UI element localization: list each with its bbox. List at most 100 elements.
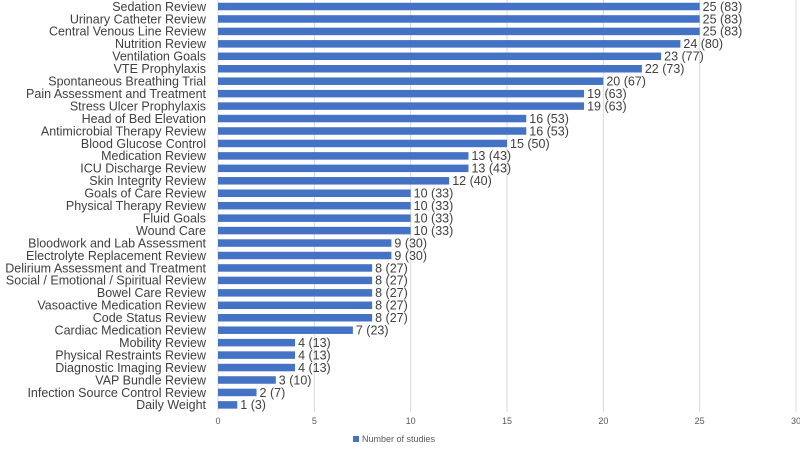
data-label: 25 (83) xyxy=(703,0,743,14)
bar xyxy=(218,164,469,173)
category-label: Urinary Catheter Review xyxy=(70,12,207,26)
data-label: 2 (7) xyxy=(260,386,286,400)
bar xyxy=(218,264,373,272)
data-label: 9 (30) xyxy=(394,236,427,250)
x-tick-label: 10 xyxy=(406,416,416,426)
bar xyxy=(218,338,296,347)
category-label: Bowel Care Review xyxy=(97,286,207,300)
data-label: 8 (27) xyxy=(375,299,408,313)
bar xyxy=(218,276,373,285)
category-label: Infection Source Control Review xyxy=(27,386,207,400)
x-tick-label: 25 xyxy=(695,416,705,426)
bar xyxy=(218,77,604,85)
data-label: 25 (83) xyxy=(703,12,743,26)
bar xyxy=(218,127,527,135)
bar xyxy=(218,226,411,235)
bar xyxy=(218,114,527,123)
category-label: Nutrition Review xyxy=(115,37,207,51)
category-label: Head of Bed Elevation xyxy=(82,112,206,126)
bar xyxy=(218,401,238,409)
data-label: 8 (27) xyxy=(375,286,408,300)
data-label: 4 (13) xyxy=(298,336,331,350)
data-label: 3 (10) xyxy=(279,373,312,387)
data-label: 10 (33) xyxy=(414,199,454,213)
data-label: 8 (27) xyxy=(375,261,408,275)
category-label: Blood Glucose Control xyxy=(81,137,206,151)
bar xyxy=(218,351,296,359)
data-label: 4 (13) xyxy=(298,361,331,375)
data-label: 19 (63) xyxy=(587,99,627,113)
data-label: 1 (3) xyxy=(240,398,266,412)
data-label: 8 (27) xyxy=(375,311,408,325)
bar xyxy=(218,376,276,384)
data-label: 20 (67) xyxy=(606,75,646,89)
data-label: 23 (77) xyxy=(664,50,704,64)
data-label: 16 (53) xyxy=(529,124,569,138)
bar xyxy=(218,177,450,185)
category-label: Social / Emotional / Spiritual Review xyxy=(6,274,207,288)
category-label: Diagnostic Imaging Review xyxy=(55,361,207,375)
legend-swatch xyxy=(353,436,359,442)
category-label: Antimicrobial Therapy Review xyxy=(41,124,207,138)
bar xyxy=(218,214,411,222)
category-label: Delirium Assessment and Treatment xyxy=(5,261,206,275)
bar xyxy=(218,326,353,334)
category-label: Vasoactive Medication Review xyxy=(37,299,207,313)
category-label: Mobility Review xyxy=(119,336,207,350)
legend-label: Number of studies xyxy=(362,434,436,444)
x-tick-label: 5 xyxy=(312,416,317,426)
category-label: Stress Ulcer Prophylaxis xyxy=(70,99,206,113)
data-label: 10 (33) xyxy=(414,211,454,225)
category-label: Fluid Goals xyxy=(143,211,206,225)
category-label: Skin Integrity Review xyxy=(89,174,207,188)
data-label: 16 (53) xyxy=(529,112,569,126)
category-label: Bloodwork and Lab Assessment xyxy=(28,236,206,250)
category-label: Spontaneous Breathing Trial xyxy=(48,75,206,89)
data-label: 8 (27) xyxy=(375,274,408,288)
data-label: 13 (43) xyxy=(471,162,511,176)
data-label: 24 (80) xyxy=(683,37,723,51)
data-label: 13 (43) xyxy=(471,149,511,163)
category-label: Goals of Care Review xyxy=(84,187,207,201)
bar xyxy=(218,239,392,247)
category-label: Medication Review xyxy=(101,149,207,163)
bar xyxy=(218,201,411,210)
category-label: Sedation Review xyxy=(112,0,207,14)
category-label: Physical Restraints Review xyxy=(55,348,207,362)
data-label: 10 (33) xyxy=(414,224,454,238)
data-label: 25 (83) xyxy=(703,25,743,39)
bar xyxy=(218,314,373,322)
category-label: Electrolyte Replacement Review xyxy=(26,249,207,263)
category-label: Central Venous Line Review xyxy=(49,25,207,39)
bar xyxy=(218,2,700,11)
category-label: VAP Bundle Review xyxy=(95,373,207,387)
x-tick-label: 20 xyxy=(598,416,608,426)
bar xyxy=(218,251,392,260)
bar xyxy=(218,139,507,148)
bar xyxy=(218,189,411,197)
data-label: 19 (63) xyxy=(587,87,627,101)
data-label: 12 (40) xyxy=(452,174,492,188)
bar xyxy=(218,40,681,48)
data-label: 9 (30) xyxy=(394,249,427,263)
category-label: Daily Weight xyxy=(136,398,206,412)
data-label: 15 (50) xyxy=(510,137,550,151)
x-tick-label: 0 xyxy=(215,416,220,426)
bar xyxy=(218,15,700,23)
category-label: VTE Prophylaxis xyxy=(114,62,206,76)
bar xyxy=(218,388,257,397)
data-label: 22 (73) xyxy=(645,62,685,76)
category-label: Physical Therapy Review xyxy=(66,199,207,213)
bar xyxy=(218,289,373,297)
category-label: Cardiac Medication Review xyxy=(55,324,207,338)
bar xyxy=(218,102,585,110)
bar xyxy=(218,89,585,98)
bar xyxy=(218,27,700,36)
category-label: Ventilation Goals xyxy=(112,50,206,64)
bar xyxy=(218,52,662,61)
x-tick-label: 15 xyxy=(502,416,512,426)
x-tick-label: 30 xyxy=(791,416,800,426)
category-label: Pain Assessment and Treatment xyxy=(26,87,206,101)
bar xyxy=(218,363,296,372)
